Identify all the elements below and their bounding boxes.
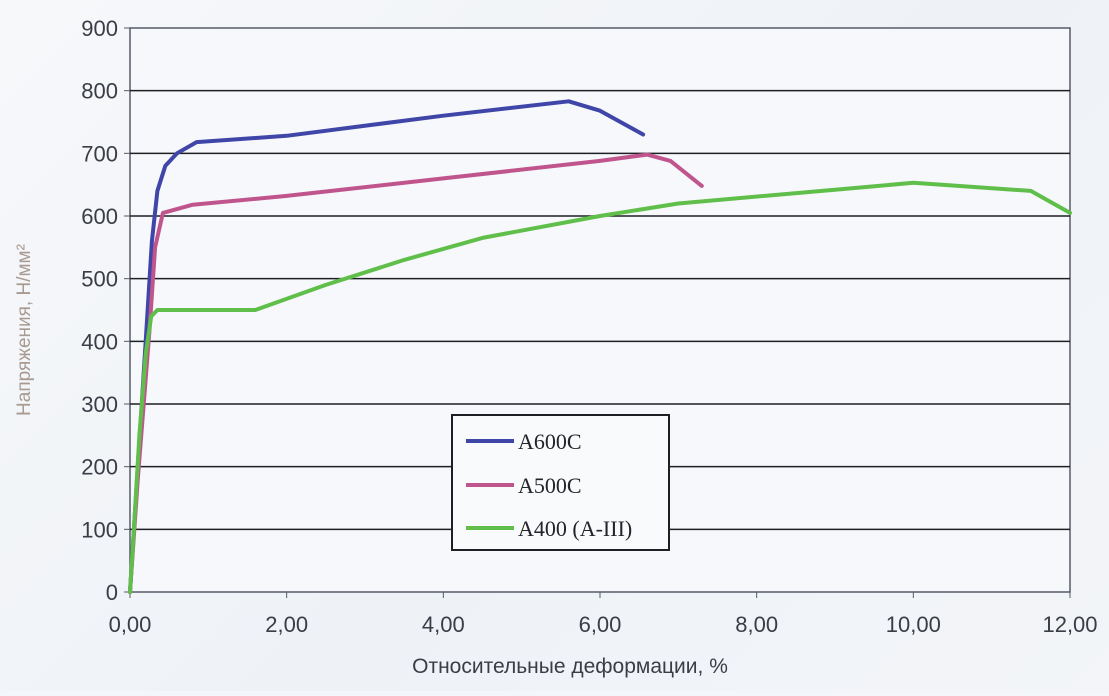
y-tick-label-2: 200 <box>81 455 118 480</box>
y-tick-label-9: 900 <box>81 16 118 41</box>
y-tick-label-1: 100 <box>81 517 118 542</box>
legend-label-a400: A400 (A-III) <box>518 516 632 541</box>
y-tick-label-4: 400 <box>81 329 118 354</box>
y-axis-label: Напряжения, Н/мм² <box>14 244 35 416</box>
series-lines <box>128 99 1072 594</box>
x-tick-label-1: 2,00 <box>265 612 308 637</box>
x-tick-label-2: 4,00 <box>422 612 465 637</box>
legend-label-a600c: A600C <box>518 429 582 454</box>
y-tick-label-0: 0 <box>106 580 118 605</box>
y-tick-label-3: 300 <box>81 392 118 417</box>
y-tick-label-7: 700 <box>81 141 118 166</box>
axis-ticks: 0 100 200 300 400 500 600 700 800 900 0,00 2,00 4,00… <box>81 16 1097 637</box>
x-tick-label-0: 0,00 <box>109 612 152 637</box>
x-tick-label-6: 12,00 <box>1042 612 1097 637</box>
y-tick-label-8: 800 <box>81 79 118 104</box>
legend: A600C A500C A400 (A-III) <box>451 414 670 551</box>
x-tick-label-4: 8,00 <box>735 612 778 637</box>
x-tick-label-3: 6,00 <box>579 612 622 637</box>
series-line-2 <box>128 180 1072 594</box>
y-tick-label-5: 500 <box>81 267 118 292</box>
x-axis-label: Относительные деформации, % <box>412 655 728 678</box>
y-tick-label-6: 600 <box>81 204 118 229</box>
legend-label-a500c: A500C <box>518 473 582 498</box>
x-tick-label-5: 10,00 <box>886 612 941 637</box>
